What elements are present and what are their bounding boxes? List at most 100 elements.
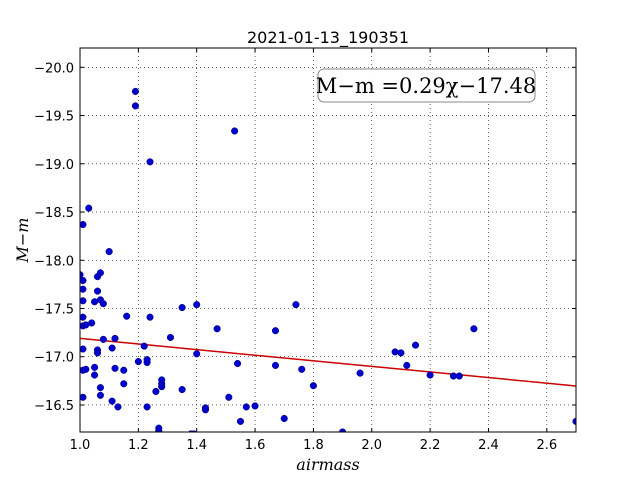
data-point <box>236 417 245 425</box>
data-point <box>120 366 128 374</box>
fit-equation-text: M−m =0.29χ−17.48 <box>316 74 536 98</box>
data-point <box>426 371 434 379</box>
y-tick-label: −16.5 <box>34 399 74 414</box>
x-tick-label: 2.4 <box>478 438 499 453</box>
data-point <box>271 361 280 369</box>
data-point <box>111 334 119 342</box>
data-point <box>146 313 154 321</box>
data-point <box>201 404 210 412</box>
data-point <box>105 248 113 256</box>
data-point <box>403 361 411 369</box>
data-point <box>143 356 151 364</box>
data-point <box>309 382 317 390</box>
axis-ticks: 1.0 1.2 1.4 1.6 1.8 2.0 2.2 2.4 2.6 −16.5 −17.0 −17… <box>34 48 576 453</box>
y-tick-label: −18.5 <box>34 206 74 221</box>
data-point <box>339 428 347 432</box>
y-axis-label: M−m <box>13 218 32 264</box>
grid-lines <box>79 48 576 432</box>
data-point <box>134 358 142 366</box>
data-point <box>298 365 306 373</box>
data-point <box>397 349 405 357</box>
data-point <box>114 403 122 411</box>
data-points <box>80 87 576 432</box>
data-point <box>80 297 87 305</box>
data-point <box>155 427 163 432</box>
data-point <box>96 269 104 277</box>
x-tick-label: 1.0 <box>70 438 91 453</box>
data-point <box>292 301 300 309</box>
data-point <box>455 372 463 380</box>
data-point <box>80 285 87 293</box>
x-tick-label: 2.2 <box>420 438 441 453</box>
data-point <box>91 371 99 379</box>
data-point <box>251 402 259 410</box>
data-point <box>391 348 399 356</box>
data-point <box>572 417 576 425</box>
fit-line-layer <box>80 337 576 387</box>
data-point <box>80 276 87 285</box>
data-point <box>123 312 131 320</box>
y-tick-label: −18.0 <box>34 254 74 269</box>
data-point <box>91 363 99 371</box>
data-point <box>120 380 128 388</box>
data-point <box>80 345 87 353</box>
data-point <box>178 303 186 312</box>
data-point <box>140 342 148 350</box>
data-point <box>231 127 239 135</box>
data-point <box>108 397 116 405</box>
data-point <box>470 325 478 333</box>
chart-title: 2021-01-13_190351 <box>247 28 409 48</box>
data-point <box>88 319 96 327</box>
data-point <box>356 369 364 377</box>
x-tick-label: 1.8 <box>303 438 324 453</box>
data-point <box>80 221 87 229</box>
y-tick-label: −19.0 <box>34 158 74 173</box>
y-tick-label: −20.0 <box>34 61 74 76</box>
data-point <box>193 301 201 309</box>
x-tick-label: 1.4 <box>186 438 207 453</box>
data-point <box>99 300 107 308</box>
data-point <box>158 376 166 384</box>
data-point <box>271 327 280 335</box>
y-tick-label: −17.0 <box>34 351 74 366</box>
data-point <box>178 385 186 394</box>
data-point <box>85 204 93 212</box>
data-point <box>80 271 84 279</box>
data-point <box>108 344 116 352</box>
data-point <box>213 325 221 333</box>
data-point <box>96 391 104 399</box>
data-point <box>411 341 420 349</box>
data-point <box>131 102 139 110</box>
data-point <box>111 364 119 372</box>
x-tick-label: 2.0 <box>361 438 382 453</box>
x-tick-label: 1.6 <box>245 438 266 453</box>
data-point <box>146 158 154 166</box>
data-point <box>82 365 90 373</box>
data-point <box>99 335 107 343</box>
data-point <box>225 393 233 401</box>
data-point <box>93 349 102 357</box>
data-point <box>280 414 288 423</box>
x-tick-label: 1.2 <box>128 438 149 453</box>
y-tick-label: −19.5 <box>34 110 74 125</box>
data-point <box>193 350 201 358</box>
plot-frame <box>79 47 577 433</box>
data-point <box>152 387 160 396</box>
data-point <box>80 393 87 401</box>
data-point <box>131 87 139 95</box>
x-axis-label: airmass <box>296 455 359 474</box>
data-point <box>143 403 151 411</box>
x-tick-label: 2.6 <box>536 438 557 453</box>
data-point <box>96 384 104 392</box>
data-point <box>80 313 87 321</box>
fit-line <box>80 337 576 387</box>
data-point <box>93 287 102 295</box>
data-point <box>166 333 174 341</box>
y-tick-label: −17.5 <box>34 303 74 318</box>
fit-equation-frame <box>317 68 536 103</box>
data-point <box>234 359 242 368</box>
data-point <box>242 403 250 411</box>
fit-equation-box: M−m =0.29χ−17.48 <box>316 68 536 103</box>
